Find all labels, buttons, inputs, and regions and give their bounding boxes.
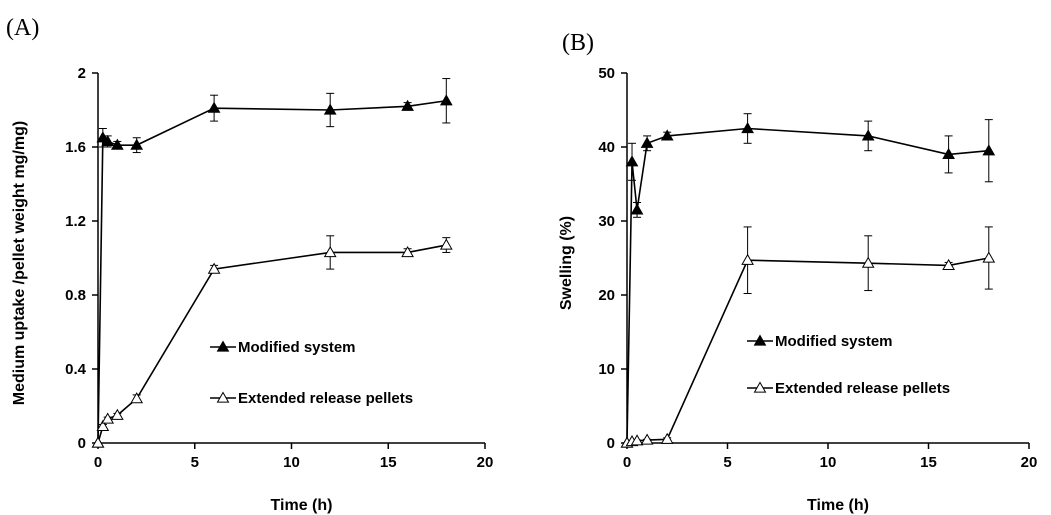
data-point xyxy=(207,262,221,274)
data-point xyxy=(439,238,453,250)
data-point xyxy=(207,101,221,113)
data-point xyxy=(110,138,124,150)
data-point xyxy=(640,136,654,148)
data-point xyxy=(91,436,105,448)
data-point xyxy=(101,412,115,424)
x-tick-label: 5 xyxy=(191,454,199,471)
panel-label: (A) xyxy=(6,15,39,41)
legend-label: Modified system xyxy=(238,339,356,356)
data-point xyxy=(625,155,639,167)
data-point xyxy=(942,258,955,271)
legend-entry: Extended release pellets xyxy=(210,390,413,407)
y-tick-label: 2 xyxy=(78,65,86,82)
data-point xyxy=(942,147,955,160)
y-tick-label: 1.6 xyxy=(65,139,86,156)
y-tick-label: 0 xyxy=(607,435,615,452)
data-point xyxy=(130,138,144,150)
y-tick-label: 20 xyxy=(598,287,615,304)
data-point xyxy=(401,245,414,258)
x-tick-label: 20 xyxy=(477,454,494,471)
data-point xyxy=(660,129,674,141)
series-extended-release-pellets xyxy=(620,226,996,448)
legend-entry: Modified system xyxy=(210,339,356,356)
legend-label: Modified system xyxy=(775,333,893,350)
y-tick-label: 0.8 xyxy=(65,287,86,304)
legend-marker xyxy=(216,340,230,352)
y-tick-label: 50 xyxy=(598,65,615,82)
y-tick-label: 0 xyxy=(78,435,86,452)
x-tick-label: 10 xyxy=(820,454,837,471)
x-tick-label: 15 xyxy=(380,454,397,471)
y-tick-label: 30 xyxy=(598,213,615,230)
x-axis-title: Time (h) xyxy=(807,497,869,514)
data-point xyxy=(861,256,875,268)
legend-marker xyxy=(216,391,230,403)
panel-b: (B) 0 10 20 30 40 50 0 5 10 15 20 Time (h) Swelling (… xyxy=(558,30,1037,514)
data-point xyxy=(630,434,644,446)
y-tick-label: 0.4 xyxy=(65,361,87,378)
legend-entry: Modified system xyxy=(747,333,893,350)
data-point xyxy=(982,251,996,263)
panel-label: (B) xyxy=(562,30,594,56)
x-tick-label: 15 xyxy=(920,454,937,471)
data-point xyxy=(323,103,337,115)
data-point xyxy=(741,253,754,265)
legend-marker xyxy=(753,381,767,393)
data-point xyxy=(660,432,674,444)
x-tick-label: 20 xyxy=(1021,454,1038,471)
legend-marker xyxy=(753,334,767,346)
data-point xyxy=(323,245,337,258)
y-axis-title: Medium uptake /pellet weight mg/mg) xyxy=(11,121,28,405)
x-tick-label: 5 xyxy=(723,454,731,471)
legend-label: Extended release pellets xyxy=(238,390,413,407)
x-tick-label: 10 xyxy=(283,454,300,471)
series-line xyxy=(626,257,989,444)
data-point xyxy=(439,94,453,106)
y-tick-label: 10 xyxy=(598,361,615,378)
data-point xyxy=(401,99,414,111)
series-extended-release-pellets xyxy=(91,235,453,448)
y-axis-title: Swelling (%) xyxy=(558,216,575,310)
x-tick-label: 0 xyxy=(94,454,102,471)
data-point xyxy=(982,144,996,156)
data-point xyxy=(741,121,754,134)
legend-entry: Extended release pellets xyxy=(747,380,950,397)
x-tick-label: 0 xyxy=(623,454,631,471)
data-point xyxy=(110,408,124,420)
y-tick-label: 1.2 xyxy=(65,213,86,230)
data-point xyxy=(630,203,644,215)
y-tick-label: 40 xyxy=(598,139,615,156)
data-point xyxy=(130,392,144,404)
data-point xyxy=(101,134,115,147)
data-point xyxy=(96,419,110,431)
data-point xyxy=(861,129,875,141)
data-point xyxy=(640,433,654,445)
x-axis-title: Time (h) xyxy=(271,497,333,514)
series-modified-system xyxy=(620,113,996,448)
legend-label: Extended release pellets xyxy=(775,380,950,397)
